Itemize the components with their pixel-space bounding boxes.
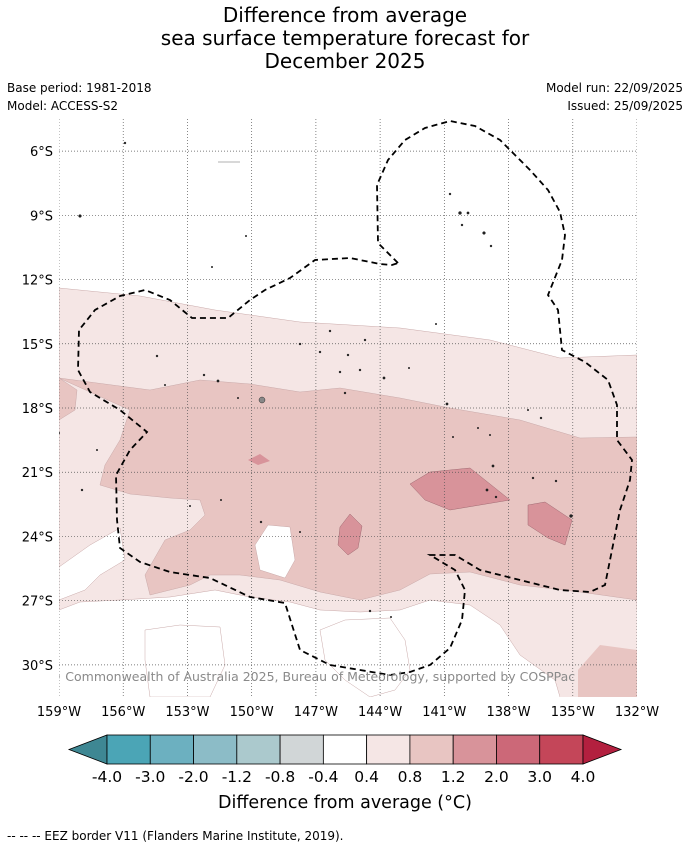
colorbar-extend-high [582, 734, 623, 765]
colorbar-tick: 0.4 [354, 768, 379, 786]
lat-label: 27°S [22, 595, 53, 610]
lon-label: 150°W [230, 705, 274, 720]
issued-date: Issued: 25/09/2025 [567, 99, 683, 113]
copyright-notice: © Commonwealth of Australia 2025, Bureau… [49, 669, 575, 684]
contour-0.8-1.2-left [59, 377, 78, 421]
lon-label: 138°W [486, 705, 530, 720]
lat-label: 12°S [22, 274, 53, 289]
lon-label: 147°W [294, 705, 338, 720]
longitude-labels: 159°W 156°W 153°W 150°W 147°W 144°W 141°W 138°W… [37, 705, 659, 720]
run-info: Model run: 22/09/2025 Issued: 25/09/2025 [546, 79, 683, 115]
colorbar-segment [496, 734, 541, 765]
colorbar-tick: 2.0 [484, 768, 509, 786]
colorbar-tick: 0.8 [398, 768, 423, 786]
lon-label: 141°W [422, 705, 466, 720]
lon-label: 159°W [37, 705, 81, 720]
colorbar-tick: -3.0 [135, 768, 165, 786]
colorbar-tick-labels: -4.0 -3.0 -2.0 -1.2 -0.8 -0.4 0.4 0.8 1.2 2.0 3.0 4… [92, 768, 595, 786]
colorbar-label: Difference from average (°C) [0, 793, 690, 813]
lat-label: 24°S [22, 530, 53, 545]
contour-0.8-1.2-bottom [578, 645, 637, 697]
neutral-patch-c [144, 624, 226, 697]
lat-label: 21°S [22, 466, 53, 481]
neutral-patch-b [59, 527, 126, 601]
graticule [59, 119, 637, 697]
lon-label: 156°W [101, 705, 145, 720]
colorbar-segment [279, 734, 324, 765]
title-line-3: December 2025 [264, 49, 426, 73]
colorbar-label-text: Difference from average ( [218, 793, 445, 813]
lat-label: 30°S [22, 659, 53, 674]
colorbar-tick: -2.0 [178, 768, 208, 786]
colorbar-segment [409, 734, 454, 765]
model-run: Model run: 22/09/2025 [545, 81, 683, 95]
colorbar-tick: -0.8 [265, 768, 295, 786]
lat-label: 18°S [22, 402, 53, 417]
base-info: Base period: 1981-2018 Model: ACCESS-S2 [7, 79, 152, 115]
title-line-1: Difference from average [222, 3, 468, 27]
colorbar-label-unit: °C [444, 793, 466, 813]
colorbar-extend-low [67, 734, 108, 765]
lat-label: 6°S [30, 145, 53, 160]
lon-label: 132°W [615, 705, 659, 720]
islands [59, 141, 573, 619]
model-name: Model: ACCESS-S2 [7, 99, 119, 113]
contour-1.2-2.0-d [248, 454, 270, 465]
lat-label: 15°S [22, 338, 53, 353]
contour-1.2-2.0-a [409, 467, 511, 511]
contour-0.8-1.2 [59, 377, 637, 601]
colorbar-label-close: ) [465, 793, 472, 813]
colorbar-segment [539, 734, 584, 765]
colorbar [67, 734, 623, 765]
neutral-patch-a [254, 524, 296, 579]
colorbar-segment [322, 734, 368, 765]
colorbar-segment [193, 734, 238, 765]
lon-label: 144°W [358, 705, 402, 720]
colorbar-segment [236, 734, 281, 765]
colorbar-segment [452, 734, 497, 765]
colorbar-tick: 3.0 [527, 768, 552, 786]
eez-legend-note: -- -- -- EEZ border V11 (Flanders Marine… [7, 829, 344, 843]
colorbar-tick: 4.0 [571, 768, 596, 786]
eez-border [77, 120, 633, 676]
map-area: © Commonwealth of Australia 2025, Bureau… [49, 119, 637, 697]
colorbar-segment [149, 734, 194, 765]
colorbar-segment [106, 734, 151, 765]
colorbar-segment [366, 734, 411, 765]
latitude-labels: 6°S 9°S 12°S 15°S 18°S 21°S 24°S 27°S 30°S [22, 145, 53, 674]
lat-label: 9°S [30, 209, 53, 224]
title-line-2: sea surface temperature forecast for [160, 26, 530, 50]
contour-1.2-2.0-c [337, 513, 363, 556]
base-period: Base period: 1981-2018 [7, 81, 152, 95]
lon-label: 153°W [165, 705, 209, 720]
chart-title: Difference from average sea surface temp… [0, 4, 690, 73]
colorbar-tick: -0.4 [308, 768, 338, 786]
colorbar-tick: -4.0 [92, 768, 122, 786]
neutral-patch-d [319, 617, 411, 697]
contour-1.2-2.0-b [527, 501, 573, 546]
colorbar-tick: -1.2 [222, 768, 252, 786]
lon-label: 135°W [551, 705, 595, 720]
colorbar-tick: 1.2 [441, 768, 466, 786]
